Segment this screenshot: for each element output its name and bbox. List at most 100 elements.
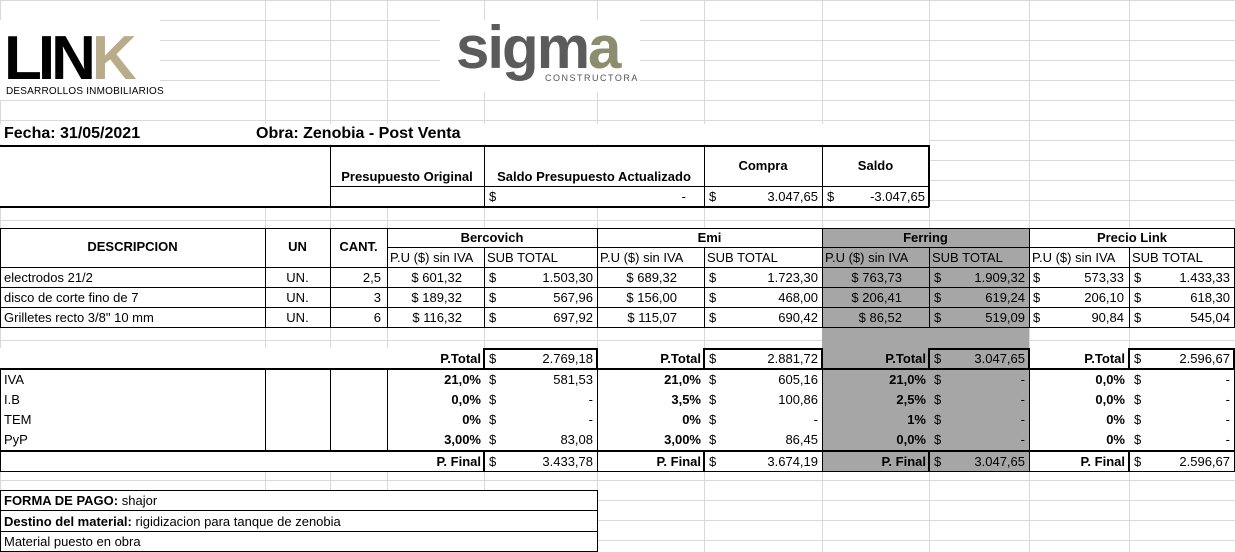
border (704, 247, 705, 328)
border (484, 145, 485, 207)
currency-sign: $ (1134, 432, 1142, 447)
row-subtotal: 567,96 (553, 290, 593, 305)
row-pu: 90,84 (1091, 310, 1124, 325)
tax-name: PyP (4, 432, 28, 447)
sigma-logo: sigma (456, 18, 621, 78)
currency-sign: $ (1134, 454, 1142, 469)
border (484, 247, 485, 328)
sigma-logo-a: a (588, 14, 621, 81)
border (0, 490, 597, 491)
border (1028, 348, 1030, 370)
border (0, 510, 597, 511)
footer-backdrop (0, 491, 597, 552)
pfinal-value: 3.047,65 (974, 454, 1025, 469)
row-pu: $ 601,32 (411, 270, 462, 285)
row-un: UN. (286, 310, 309, 325)
currency-sign: $ (489, 310, 497, 325)
border (387, 370, 388, 451)
border (703, 348, 705, 370)
row-pu: $ 763,73 (851, 270, 902, 285)
border (265, 370, 266, 451)
border (0, 450, 1235, 452)
tax-pct: 3,5% (671, 392, 701, 407)
row-subtotal: 1.723,30 (767, 270, 818, 285)
supplier-emi: Emi (697, 230, 722, 245)
col-descripcion: DESCRIPCION (87, 239, 178, 254)
col-un: UN (288, 239, 307, 254)
pfinal-value: 3.674,19 (767, 454, 818, 469)
destino-label: Destino del material: (4, 514, 132, 529)
currency-sign: $ (1134, 392, 1142, 407)
fecha-label: Fecha: 31/05/2021 (4, 125, 141, 142)
compra-value: 3.047,65 (767, 189, 818, 204)
row-subtotal: 690,42 (778, 310, 818, 325)
pfinal-label: P. Final (436, 454, 481, 469)
saldo-value: -3.047,65 (870, 189, 925, 204)
currency-sign: $ (489, 189, 497, 204)
ptotal-label: P.Total (660, 351, 701, 366)
row-subtotal: 1.503,30 (542, 270, 593, 285)
supplier-ferring: Ferring (903, 230, 948, 245)
border (330, 186, 929, 187)
border (821, 348, 823, 370)
currency-sign: $ (1033, 290, 1041, 305)
currency-sign: $ (934, 432, 942, 447)
tax-value: 605,16 (778, 372, 818, 387)
row-subtotal: 1.909,32 (974, 270, 1025, 285)
subtotal-header: SUB TOTAL (487, 250, 558, 265)
ptotal-label: P.Total (440, 351, 481, 366)
currency-sign: $ (1134, 372, 1142, 387)
border (387, 247, 1235, 248)
currency-sign: $ (489, 454, 497, 469)
row-pu: $ 116,32 (412, 310, 462, 325)
currency-sign: $ (934, 351, 942, 366)
row-un: UN. (286, 290, 309, 305)
currency-sign: $ (709, 432, 717, 447)
row-cant: 6 (373, 310, 381, 325)
border (1029, 370, 1030, 471)
row-desc: electrodos 21/2 (4, 270, 93, 285)
currency-sign: $ (934, 290, 942, 305)
currency-sign: $ (709, 351, 717, 366)
tax-value: 581,53 (553, 372, 593, 387)
currency-sign: $ (1033, 270, 1041, 285)
table-backdrop (1029, 228, 1235, 328)
subtotal-header: SUB TOTAL (932, 250, 1003, 265)
tax-value: - (813, 412, 818, 427)
tax-name: I.B (4, 392, 20, 407)
tax-pct: 0,0% (1095, 392, 1125, 407)
pfinal-label: P. Final (656, 454, 701, 469)
border (928, 145, 930, 207)
currency-sign: $ (1134, 412, 1142, 427)
border (822, 228, 823, 328)
border (928, 450, 930, 472)
saldo-actualizado-value: - (681, 189, 686, 204)
border (597, 370, 598, 471)
destino-material: Destino del material: rigidizacion para … (4, 512, 341, 532)
material-note: Material puesto en obra (4, 534, 141, 549)
border (330, 370, 331, 451)
border (928, 348, 930, 370)
border (596, 348, 598, 370)
border (483, 450, 485, 472)
currency-sign: $ (934, 412, 942, 427)
row-cant: 2,5 (362, 270, 381, 285)
tax-name: TEM (4, 412, 32, 427)
row-cant: 3 (373, 290, 381, 305)
border (703, 450, 705, 472)
currency-sign: $ (709, 454, 717, 469)
ferring-highlight (822, 228, 1029, 328)
border (0, 531, 597, 532)
tax-value: - (1020, 392, 1025, 407)
currency-sign: $ (709, 310, 717, 325)
tax-value: - (1225, 412, 1230, 427)
tax-value: - (588, 392, 593, 407)
tax-value: 83,08 (560, 432, 593, 447)
sigma-logo-text: sigm (456, 14, 590, 81)
row-pu: $ 189,32 (411, 290, 462, 305)
row-subtotal: 619,24 (985, 290, 1025, 305)
tax-pct: 3,00% (444, 432, 481, 447)
pu-header: P.U ($) sin IVA (825, 250, 909, 265)
logo-backdrop (0, 20, 160, 100)
tax-name: IVA (4, 372, 24, 387)
